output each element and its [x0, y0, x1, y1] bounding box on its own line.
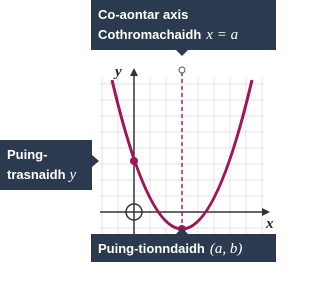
- label-pointer: [92, 155, 99, 167]
- label-text: trasnaidh y: [7, 167, 77, 183]
- label-pointer: [176, 50, 188, 56]
- y-arrow: [130, 68, 138, 76]
- label-math: y: [68, 167, 77, 183]
- y-axis-label: y: [113, 64, 122, 80]
- label-math: x = a: [205, 27, 238, 43]
- symmetry-marker: [178, 66, 186, 74]
- label-text: Co-aontar axis: [98, 7, 188, 22]
- label-text: Puing-tionndaidh (a, b): [98, 241, 242, 257]
- origin: [125, 203, 143, 221]
- label-pointer: [176, 228, 188, 234]
- label-text: Cothromachaidh x = a: [98, 27, 238, 43]
- label-math: (a, b): [210, 241, 243, 257]
- diagram: x y Co-aontar axis Cothromachaidh x = a P…: [0, 0, 276, 262]
- label-text: Puing-tionndaidh: [98, 241, 205, 256]
- page: {"labels": { "axis_of_symmetry": {"line1…: [0, 0, 276, 262]
- label-box: [91, 234, 276, 262]
- label-box: [0, 140, 92, 190]
- label-text: Cothromachaidh: [98, 27, 201, 42]
- label-text: Puing-: [7, 147, 47, 162]
- label-text: trasnaidh: [7, 167, 66, 182]
- x-arrow: [262, 208, 270, 216]
- x-axis-label: x: [265, 216, 274, 232]
- label-box: [91, 0, 276, 50]
- y-intercept-point: [130, 157, 138, 165]
